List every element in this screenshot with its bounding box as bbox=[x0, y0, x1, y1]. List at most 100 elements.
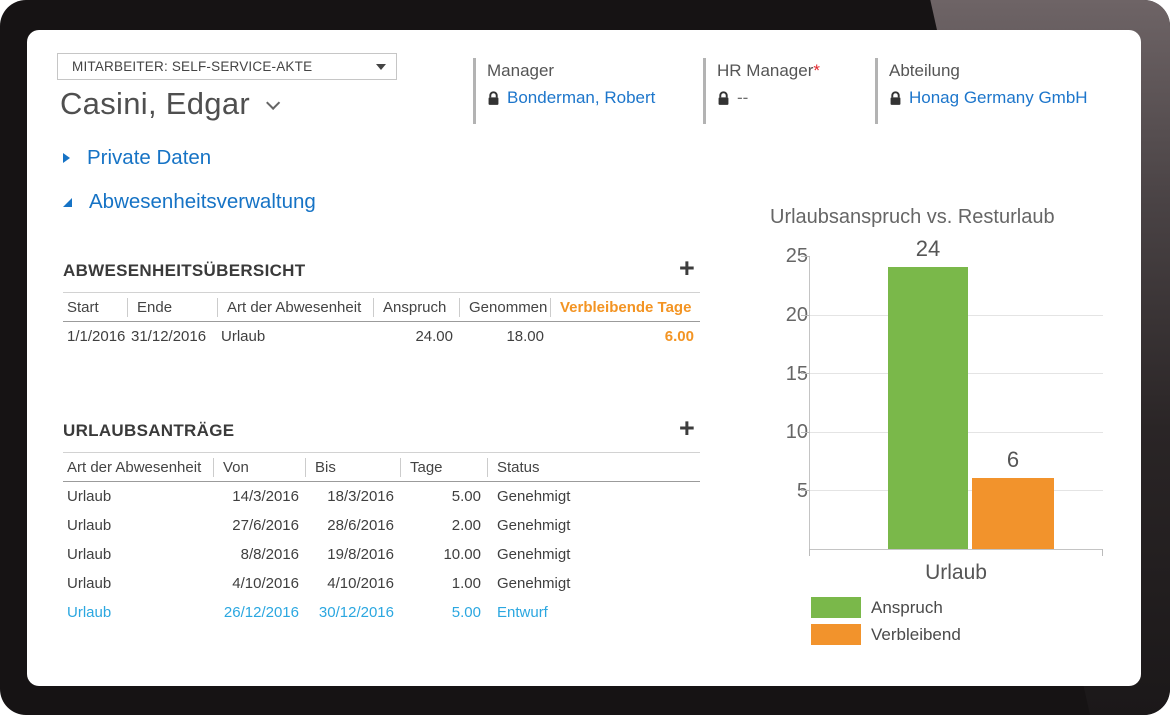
cell-status: Entwurf bbox=[497, 604, 548, 621]
cell-bis: 28/6/2016 bbox=[327, 517, 394, 534]
cell-status: Genehmigt bbox=[497, 517, 571, 534]
y-tick bbox=[801, 314, 810, 316]
cell-verbleibend: 6.00 bbox=[664, 328, 694, 345]
lock-icon bbox=[890, 90, 901, 105]
column-header[interactable]: Status bbox=[487, 457, 700, 477]
column-header[interactable]: Tage bbox=[400, 457, 487, 477]
table-row[interactable]: 1/1/2016 31/12/2016 Urlaub 24.00 18.00 6… bbox=[63, 322, 700, 351]
cell-tage: 5.00 bbox=[451, 604, 481, 621]
cell-art: Urlaub bbox=[67, 517, 112, 534]
cell-tage: 1.00 bbox=[451, 575, 481, 592]
cell-bis: 18/3/2016 bbox=[327, 488, 394, 505]
cell-tage: 2.00 bbox=[451, 517, 481, 534]
vacation-requests-grid: Art der Abwesenheit Von Bis Tage Status … bbox=[63, 453, 700, 627]
tab-label: Abwesenheitsverwaltung bbox=[89, 190, 316, 213]
y-axis-tick-label: 25 bbox=[785, 245, 808, 267]
divider bbox=[63, 452, 700, 453]
legend-label: Verbleibend bbox=[871, 624, 961, 644]
lock-icon bbox=[718, 90, 729, 105]
chevron-down-icon bbox=[376, 63, 386, 70]
x-tick bbox=[1102, 549, 1103, 556]
field-manager: Manager Bonderman, Robert bbox=[487, 61, 655, 108]
field-abteilung: Abteilung Honag Germany GmbH bbox=[889, 61, 1088, 108]
cell-ende: 31/12/2016 bbox=[131, 328, 207, 345]
manager-link[interactable]: Bonderman, Robert bbox=[507, 88, 656, 107]
cell-genommen: 18.00 bbox=[506, 328, 544, 345]
x-axis-category-label: Urlaub bbox=[925, 561, 987, 584]
tab-abwesenheitsverwaltung[interactable]: Abwesenheitsverwaltung bbox=[63, 190, 316, 214]
chart-legend: Anspruch Verbleibend bbox=[811, 597, 961, 651]
bar-value-label: 24 bbox=[915, 236, 941, 261]
y-axis-tick-label: 10 bbox=[785, 421, 808, 443]
tab-label: Private Daten bbox=[87, 146, 212, 169]
cell-anspruch: 24.00 bbox=[415, 328, 453, 345]
column-header[interactable]: Art der Abwesenheit bbox=[217, 297, 373, 317]
legend-label: Anspruch bbox=[871, 597, 943, 617]
cell-status: Genehmigt bbox=[497, 488, 571, 505]
cell-art: Urlaub bbox=[67, 575, 112, 592]
cell-bis: 4/10/2016 bbox=[327, 575, 394, 592]
bar-anspruch bbox=[888, 267, 968, 549]
cell-von: 26/12/2016 bbox=[223, 604, 299, 621]
cell-von: 8/8/2016 bbox=[240, 546, 299, 563]
vacation-chart: Urlaubsanspruch vs. Resturlaub 25 20 15 … bbox=[727, 205, 1132, 680]
hr-manager-value: -- bbox=[737, 88, 749, 107]
tab-private-daten[interactable]: Private Daten bbox=[63, 146, 211, 170]
y-tick bbox=[801, 373, 810, 375]
plot-area: 24 6 bbox=[801, 236, 1103, 556]
y-axis-tick-label: 20 bbox=[785, 304, 808, 326]
field-label: Manager bbox=[487, 61, 555, 80]
cell-von: 27/6/2016 bbox=[232, 517, 299, 534]
cell-bis: 19/8/2016 bbox=[327, 546, 394, 563]
collapsed-triangle-icon bbox=[63, 153, 70, 163]
expanded-triangle-icon bbox=[63, 197, 72, 207]
absence-overview-title: ABWESENHEITSÜBERSICHT bbox=[63, 261, 306, 280]
column-header-highlight[interactable]: Verbleibende Tage bbox=[550, 297, 700, 317]
field-hr-manager: HR Manager* -- bbox=[717, 61, 820, 108]
y-tick bbox=[801, 431, 810, 433]
absence-overview-grid: Start Ende Art der Abwesenheit Anspruch … bbox=[63, 293, 700, 351]
table-row[interactable]: Urlaub 8/8/2016 19/8/2016 10.00 Genehmigt bbox=[63, 540, 700, 569]
lock-icon bbox=[488, 90, 499, 105]
cell-art: Urlaub bbox=[67, 604, 112, 621]
cell-status: Genehmigt bbox=[497, 546, 571, 563]
column-header[interactable]: Genommen bbox=[459, 297, 550, 317]
y-tick bbox=[801, 490, 810, 492]
cell-status: Genehmigt bbox=[497, 575, 571, 592]
field-label: HR Manager bbox=[717, 61, 814, 80]
app-window: MITARBEITER: SELF-SERVICE-AKTE Casini, E… bbox=[27, 30, 1141, 686]
header-divider bbox=[703, 58, 706, 124]
cell-start: 1/1/2016 bbox=[67, 328, 126, 345]
legend-swatch-verbleibend bbox=[811, 624, 861, 645]
column-header[interactable]: Ende bbox=[127, 297, 217, 317]
column-header[interactable]: Start bbox=[67, 298, 99, 316]
abteilung-link[interactable]: Honag Germany GmbH bbox=[909, 88, 1088, 107]
record-type-label: MITARBEITER: SELF-SERVICE-AKTE bbox=[72, 59, 313, 74]
grid-header-row: Art der Abwesenheit Von Bis Tage Status bbox=[63, 453, 700, 482]
column-header[interactable]: Art der Abwesenheit bbox=[67, 458, 202, 476]
column-header[interactable]: Von bbox=[213, 457, 305, 477]
x-tick bbox=[809, 549, 810, 556]
chevron-down-icon bbox=[266, 95, 281, 110]
required-marker: * bbox=[813, 61, 820, 80]
add-vacation-request-button[interactable]: + bbox=[679, 413, 695, 443]
column-header[interactable]: Anspruch bbox=[373, 297, 459, 317]
grid-header-row: Start Ende Art der Abwesenheit Anspruch … bbox=[63, 293, 700, 322]
divider bbox=[63, 292, 700, 293]
table-row[interactable]: Urlaub 27/6/2016 28/6/2016 2.00 Genehmigt bbox=[63, 511, 700, 540]
legend-swatch-anspruch bbox=[811, 597, 861, 618]
bar-verbleibend bbox=[972, 478, 1054, 549]
employee-name-dropdown[interactable]: Casini, Edgar bbox=[60, 86, 281, 122]
add-absence-button[interactable]: + bbox=[679, 253, 695, 283]
table-row[interactable]: Urlaub 4/10/2016 4/10/2016 1.00 Genehmigt bbox=[63, 569, 700, 598]
column-header[interactable]: Bis bbox=[305, 457, 400, 477]
cell-tage: 5.00 bbox=[451, 488, 481, 505]
y-tick bbox=[801, 256, 810, 257]
cell-art: Urlaub bbox=[67, 488, 112, 505]
table-row[interactable]: Urlaub 14/3/2016 18/3/2016 5.00 Genehmigt bbox=[63, 482, 700, 511]
chart-title: Urlaubsanspruch vs. Resturlaub bbox=[770, 206, 1055, 228]
legend-item: Anspruch bbox=[811, 597, 961, 618]
table-row[interactable]: Urlaub 26/12/2016 30/12/2016 5.00 Entwurf bbox=[63, 598, 700, 627]
cell-art: Urlaub bbox=[221, 328, 266, 345]
record-type-selector[interactable]: MITARBEITER: SELF-SERVICE-AKTE bbox=[57, 53, 397, 80]
